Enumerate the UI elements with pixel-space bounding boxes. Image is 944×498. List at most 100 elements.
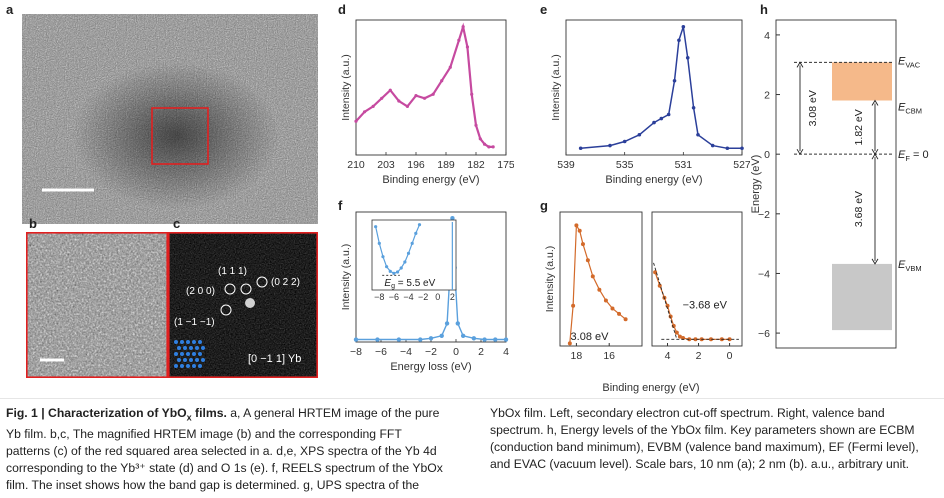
series-f-point [455,321,460,326]
figure-caption: Fig. 1 | Characterization of YbOx films.… [0,398,944,498]
series-e-point [666,112,671,117]
caption-left-line-1: Yb film. b,c, The magnified HRTEM image … [6,427,402,442]
x-tick-label: 531 [675,159,693,171]
lattice-dot [186,340,190,344]
fft-label-111: (1 1 1) [218,266,247,277]
chart-d-svg: 210 203 196 189 182 175 Intensity (a.u.) Bindin… [340,19,515,186]
lattice-dot [201,346,205,350]
x-tick-label: 210 [347,159,365,171]
lattice-dot [183,346,187,350]
series-f-point [375,337,380,342]
inset-point [377,241,381,245]
y-axis-label: Intensity (a.u.) [544,246,556,313]
y-tick-label: −4 [758,268,770,280]
series-d-point [478,137,482,141]
series-f-point [353,337,359,342]
y-tick-label: 2 [764,90,770,102]
caption-left-line-2: patterns (c) of the red squared area sel… [6,444,437,459]
x-tick-label: 535 [616,159,634,171]
series-d-point [474,123,478,127]
caption-title-prefix: Characterization of YbO [48,406,187,420]
series-g-left-point [580,242,585,247]
series-f-point [482,337,487,342]
series-g-right-point [657,283,662,288]
series-d-point [431,92,435,96]
y-axis-label: Intensity (a.u.) [340,54,352,121]
series-d-point [405,104,410,108]
inset-x-tick-label: −4 [403,292,413,302]
series-f-point [439,333,444,339]
inset-point [417,223,422,227]
series-d-line [355,22,494,148]
lattice-dot [192,364,196,368]
series-g-right-point [708,337,713,342]
lattice-dot [180,340,184,344]
series-d-point [354,119,358,123]
x-tick-label: 539 [557,159,575,171]
x-tick-label: −6 [375,346,387,358]
lattice-dot [198,340,202,344]
series-d-point [414,94,418,98]
y-tick-label: −2 [758,209,770,221]
series-d-point [440,79,444,83]
zone-axis-label: [0 −1 1] Yb [248,353,301,365]
series-g-left-line [569,223,626,344]
series-e-point [608,143,612,148]
gap-label-vbm: 3.68 eV [853,191,865,227]
series-e-point [725,146,730,151]
level-label-cbm: ECBM [898,102,922,116]
lattice-dot [201,358,205,362]
x-tick-label: 0 [453,346,459,358]
arrow-head [871,258,879,265]
inset-x-tick-label: −2 [418,292,428,302]
series-g-right-point [653,270,658,275]
series-e-point [691,105,696,110]
series-d-point [380,96,384,100]
series-g-left-point [571,303,576,308]
gap-label-cbm: 1.82 eV [853,109,865,145]
x-tick-label: 2 [478,346,484,358]
arrow-head [796,148,804,156]
series-g-right-point [668,314,673,319]
inset-point [414,231,418,235]
x-tick-label: −4 [400,346,412,358]
caption-right-line-3: and EVAC (vacuum level). Scale bars, 10 … [490,457,910,471]
series-e-line [580,26,742,150]
chart-g-svg: Intensity (a.u.) 18 16 4 2 0 Binding energy (e… [544,211,743,394]
x-tick-label: 18 [571,350,583,362]
caption-title-sub: x [186,412,192,423]
inset-point [381,255,385,259]
plot-frame [559,211,643,347]
lattice-dot [174,340,178,344]
series-f-point [471,336,477,341]
lattice-dots [174,340,205,368]
plot-frame [565,19,743,156]
valence-band-block [832,263,892,331]
series-f-point [450,215,455,221]
x-axis-label: Energy loss (eV) [390,361,471,373]
x-tick-label: 0 [727,350,733,362]
series-e-point [622,139,627,144]
series-d-point [448,65,452,69]
series-g-right-point [693,337,698,342]
hrtem-image-b [26,232,168,378]
lattice-dot [192,352,196,356]
lattice-dot [177,358,181,362]
series-d-point [461,25,465,29]
inset-point [385,265,389,269]
panel-c-label: c [173,216,181,231]
lattice-dot [186,364,190,368]
caption-fig-number: Fig. 1 | [6,406,49,420]
x-tick-label: 4 [665,350,671,362]
y-tick-label: −6 [758,328,770,340]
y-axis-label: Intensity (a.u.) [550,54,562,121]
plot-frame [355,19,507,156]
inset-point [410,241,414,245]
lattice-dot [174,364,178,368]
series-e-point [685,56,690,60]
arrow-head [871,153,879,160]
series-f-point [460,333,466,339]
x-tick-label: 16 [603,350,615,362]
caption-right-line-2: (conduction band minimum), EVBM (valence… [490,440,919,454]
